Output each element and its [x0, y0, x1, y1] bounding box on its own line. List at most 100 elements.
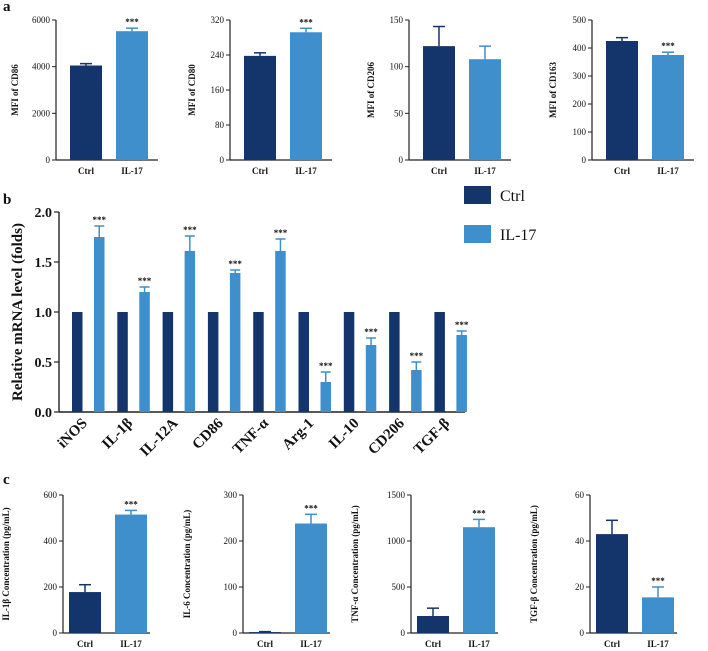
y-tick-label: 400: [44, 536, 58, 546]
bar-ctrl-6: [343, 312, 355, 412]
x-tick-label: TGF-β: [411, 415, 453, 457]
bar-ctrl-2: [162, 312, 174, 412]
chart-il6-concentration: 0 100 200 300 IL-6 Concentration (pg/mL) Ctrl…: [182, 490, 330, 649]
y-tick-label: 6000: [32, 15, 51, 25]
bar-il-17: [469, 59, 501, 161]
panel-label-b: b: [3, 192, 11, 208]
legend-label-il-17: IL-17: [500, 227, 536, 244]
x-tick-label: Ctrl: [431, 166, 447, 176]
y-tick-label: 300: [573, 71, 587, 81]
bar-il-17: [290, 32, 322, 160]
y-tick-label: 600: [44, 490, 58, 500]
x-tick-label: IL-17: [300, 639, 322, 649]
chart-relative-mrna: 0.0 0.5 1.0 1.5 2.0 Relative mRNA level (fold…: [10, 186, 536, 460]
bar-ctrl: [606, 41, 638, 160]
bar-il-17-5: [320, 382, 331, 412]
x-tick-label: IL-17: [295, 166, 317, 176]
chart-mfi-cd86: 0 2000 4000 6000 MFI of CD86 Ctrl *** IL-17: [10, 15, 158, 176]
x-tick-label: CD206: [365, 415, 408, 458]
x-tick-label: Arg-1: [279, 416, 317, 454]
bar-ctrl-5: [298, 312, 309, 412]
bar-ctrl: [244, 55, 276, 160]
y-axis-label: MFI of CD86: [10, 64, 20, 116]
x-tick-label: IL-17: [474, 166, 496, 176]
panel-label-a: a: [3, 0, 11, 15]
bar-il-17-6: [365, 345, 377, 412]
bar-il-17-2: [184, 251, 196, 412]
bar-ctrl: [596, 534, 628, 633]
significance-marker: ***: [299, 17, 313, 27]
y-tick-label: 1.0: [35, 306, 53, 321]
chart-tnfa-concentration: 0 500 1000 1500 TNF-α Concentration (pg/mL) C…: [350, 490, 498, 649]
y-tick-label: 40: [575, 536, 585, 546]
bar-ctrl: [423, 46, 455, 161]
legend-swatch-ctrl: [464, 186, 491, 204]
legend-label-ctrl: Ctrl: [500, 188, 525, 205]
x-tick-label: Ctrl: [257, 639, 273, 649]
y-tick-label: 60: [575, 490, 585, 500]
bar-il-17-3: [229, 273, 241, 412]
x-tick-label: Ctrl: [425, 639, 441, 649]
y-tick-label: 0.0: [35, 406, 53, 421]
y-tick-label: 0: [399, 155, 404, 165]
y-tick-label: 0: [220, 155, 225, 165]
legend-swatch-il-17: [464, 225, 491, 243]
y-tick-label: 0.5: [35, 356, 53, 371]
panel-label-c: c: [3, 472, 10, 488]
x-tick-label: CD86: [189, 415, 227, 453]
y-tick-label: 0: [401, 628, 406, 638]
significance-marker: ***: [651, 576, 665, 586]
chart-il1b-concentration: 0 200 400 600 IL-1β Concentration (pg/mL) Ctr…: [1, 490, 150, 649]
y-tick-label: 1000: [387, 536, 406, 546]
y-tick-label: 0: [233, 628, 238, 638]
x-tick-label: Ctrl: [614, 166, 630, 176]
bar-il-17: [463, 527, 495, 633]
y-tick-label: 1.5: [35, 256, 53, 271]
significance-marker: ***: [183, 225, 197, 235]
y-tick-label: 320: [211, 15, 225, 25]
x-tick-label: iNOS: [55, 416, 91, 452]
y-tick-label: 400: [573, 43, 587, 53]
bar-ctrl: [249, 632, 281, 633]
y-tick-label: 2000: [32, 108, 51, 118]
bar-ctrl-0: [72, 312, 83, 412]
significance-marker: ***: [125, 17, 139, 27]
y-tick-label: 0: [582, 155, 587, 165]
significance-marker: ***: [455, 320, 469, 330]
y-tick-label: 4000: [32, 62, 51, 72]
y-tick-label: 0: [46, 155, 51, 165]
x-tick-label: IL-17: [121, 166, 143, 176]
y-axis-label: MFI of CD163: [548, 62, 558, 118]
bar-ctrl: [69, 592, 101, 633]
bar-ctrl: [417, 615, 449, 633]
y-tick-label: 300: [224, 490, 238, 500]
chart-mfi-cd206: 0 50 100 150 MFI of CD206 Ctrl IL-17: [366, 15, 511, 176]
chart-mfi-cd80: 0 80 160 240 320 MFI of CD80 Ctrl *** IL-17: [187, 15, 332, 176]
x-tick-label: IL-10: [326, 416, 363, 453]
x-tick-label: IL-17: [120, 639, 142, 649]
significance-marker: ***: [93, 215, 107, 225]
bar-ctrl: [70, 65, 102, 160]
significance-marker: ***: [319, 361, 333, 371]
y-tick-label: 2.0: [35, 206, 53, 221]
y-axis-label: Relative mRNA level (folds): [10, 223, 26, 401]
significance-marker: ***: [274, 228, 288, 238]
bar-il-17: [642, 597, 674, 633]
y-tick-label: 0: [580, 628, 585, 638]
x-tick-label: IL-17: [657, 166, 679, 176]
bar-il-17: [115, 514, 147, 633]
y-axis-label: TNF-α Concentration (pg/mL): [350, 505, 360, 623]
y-tick-label: 200: [224, 536, 238, 546]
bar-ctrl-1: [117, 312, 128, 412]
y-tick-label: 1500: [387, 490, 406, 500]
significance-marker: ***: [410, 351, 424, 361]
bar-il-17: [652, 55, 684, 160]
bar-il-17-0: [94, 237, 105, 412]
bar-il-17-7: [411, 370, 422, 412]
chart-tgfb-concentration: 0 20 40 60 TGF-β Concentration (pg/mL) Ctrl **…: [529, 490, 677, 649]
significance-marker: ***: [304, 503, 318, 513]
bar-il-17-1: [139, 292, 150, 412]
y-tick-label: 20: [575, 582, 585, 592]
x-tick-label: IL-1β: [99, 415, 136, 452]
